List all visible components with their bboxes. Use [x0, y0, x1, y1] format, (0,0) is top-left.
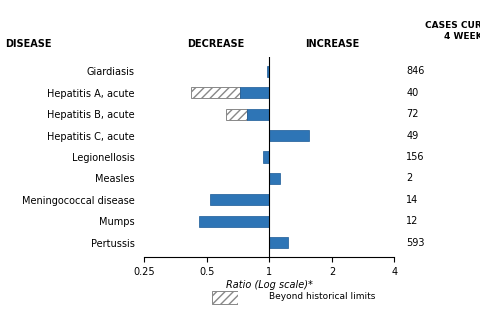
- Text: 40: 40: [406, 88, 418, 98]
- Bar: [269, 237, 288, 248]
- Text: DISEASE: DISEASE: [5, 39, 51, 49]
- Text: INCREASE: INCREASE: [304, 39, 358, 49]
- Text: 49: 49: [406, 131, 418, 141]
- Bar: [210, 194, 269, 205]
- Bar: [199, 216, 269, 227]
- Text: CASES CURRENT
4 WEEKS: CASES CURRENT 4 WEEKS: [424, 21, 480, 41]
- Bar: [266, 66, 269, 77]
- Bar: [191, 87, 239, 98]
- Text: 846: 846: [406, 67, 424, 77]
- Text: 14: 14: [406, 195, 418, 205]
- Bar: [239, 87, 269, 98]
- Bar: [211, 291, 238, 305]
- Bar: [246, 109, 269, 120]
- Text: 2: 2: [406, 173, 412, 183]
- Bar: [269, 173, 279, 184]
- Text: 156: 156: [406, 152, 424, 162]
- Text: 593: 593: [406, 237, 424, 247]
- Bar: [269, 130, 308, 141]
- Bar: [262, 151, 269, 163]
- Text: DECREASE: DECREASE: [186, 39, 243, 49]
- Text: Beyond historical limits: Beyond historical limits: [269, 292, 375, 301]
- Text: 72: 72: [406, 109, 418, 119]
- Text: 12: 12: [406, 216, 418, 226]
- X-axis label: Ratio (Log scale)*: Ratio (Log scale)*: [226, 280, 312, 290]
- Bar: [226, 109, 246, 120]
